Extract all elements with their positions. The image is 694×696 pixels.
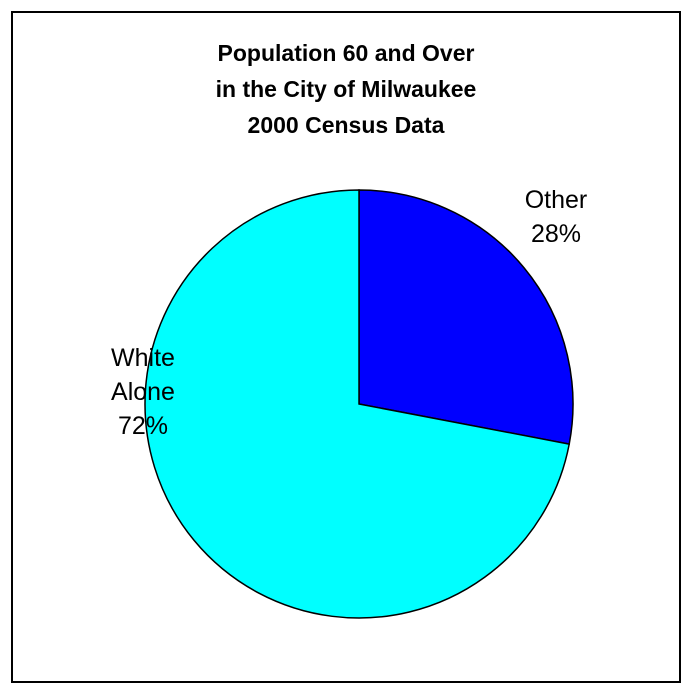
slice-label-white-alone: White Alone 72%	[93, 341, 193, 443]
slice-label-white-alone-line-1: White	[111, 344, 175, 372]
pie-slice-white-alone	[144, 189, 571, 619]
chart-frame: Population 60 and Over in the City of Mi…	[11, 11, 681, 683]
pie-chart	[144, 189, 574, 619]
chart-title: Population 60 and Over in the City of Mi…	[13, 35, 679, 143]
slice-label-white-alone-line-2: Alone	[111, 378, 175, 406]
chart-title-line-3: 2000 Census Data	[247, 112, 445, 138]
chart-title-line-1: Population 60 and Over	[217, 40, 475, 66]
slice-label-other-name: Other	[524, 186, 588, 214]
slice-label-other-percent: 28%	[530, 220, 582, 248]
chart-title-line-2: in the City of Milwaukee	[215, 76, 477, 102]
slice-label-white-alone-percent: 72%	[117, 412, 169, 440]
pie-slice-other	[358, 189, 574, 445]
slice-label-other: Other 28%	[501, 183, 611, 251]
